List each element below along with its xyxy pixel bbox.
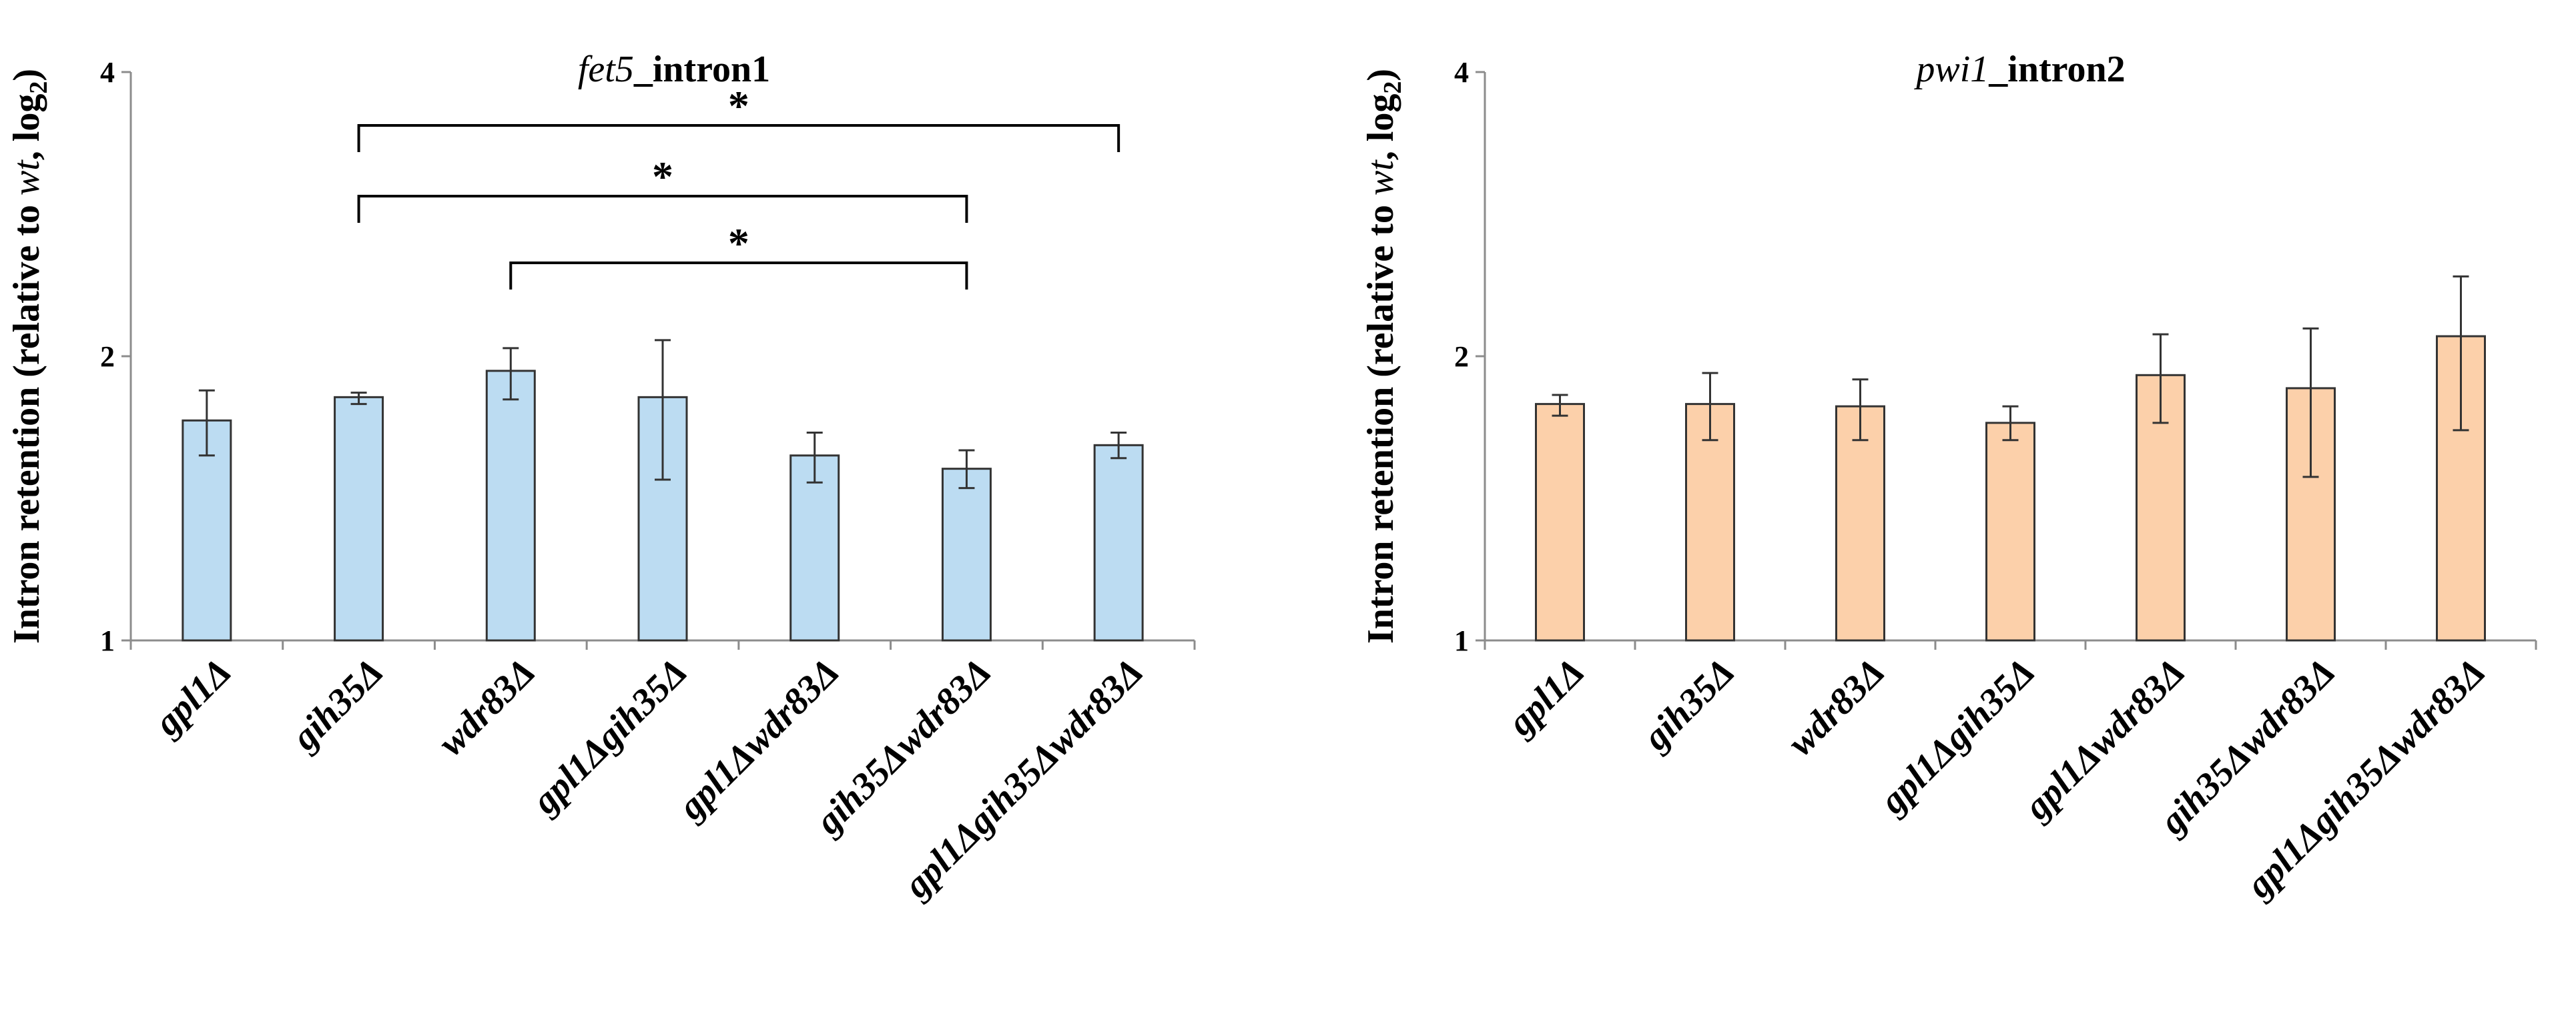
bar-6 [941,468,992,642]
error-bar-2 [1702,372,1718,442]
y-tick-label: 1 [100,624,115,657]
significance-bracket [357,124,1120,152]
significance-label: * [728,82,749,129]
error-bar-5 [2152,333,2169,424]
error-bar-3 [503,347,519,401]
bar-4 [1985,422,2035,642]
y-tick-label: 4 [1454,56,1469,89]
x-tick-label: gpl1Δ [1499,650,1592,744]
y-tick-label: 2 [100,340,115,373]
bar-5 [789,454,840,642]
x-tick-label: gih35Δ [283,650,392,759]
error-bar-7 [2453,275,2469,432]
error-bar-4 [2002,405,2019,442]
error-bar-3 [1852,378,1869,442]
bar-1 [1535,403,1585,642]
bar-3 [1835,405,1885,642]
x-tick-label: wdr83Δ [1780,650,1893,764]
error-bar-7 [1110,432,1127,460]
error-bar-1 [198,389,215,457]
y-tick-label: 4 [100,56,115,89]
y-axis-label: Intron retention (relative to wt, log2) [6,69,53,644]
error-bar-6 [2302,327,2319,478]
error-bar-1 [1552,394,1568,417]
chart-title: pwi1_intron2 [1913,49,2125,90]
significance-label: * [728,219,749,267]
error-bar-6 [958,449,975,490]
chart-title: fet5_intron1 [578,49,770,90]
y-axis-label: Intron retention (relative to wt, log2) [1360,69,1407,644]
bar-3 [485,370,536,642]
x-tick-label: gpl1Δgih35Δ [523,650,695,823]
x-tick-label: gpl1Δ [146,650,240,744]
y-tick-label: 2 [1454,340,1469,373]
error-bar-4 [655,339,671,481]
chart-1: fet5_intron1 Intron retention (relative t… [6,49,1196,907]
bar-2 [334,396,384,642]
error-bar-5 [806,432,823,484]
error-bar-2 [350,392,367,406]
significance-bracket [357,195,968,223]
y-tick-label: 1 [1454,624,1469,657]
x-tick-label: wdr83Δ [430,650,544,764]
bar-7 [1093,444,1144,642]
chart-2: pwi1_intron2 Intron retention (relative t… [1360,49,2537,907]
significance-bracket [509,262,968,290]
significance-label: * [652,153,673,200]
bar-2 [1685,403,1735,642]
x-tick-label: gih35Δ [1634,650,1743,759]
